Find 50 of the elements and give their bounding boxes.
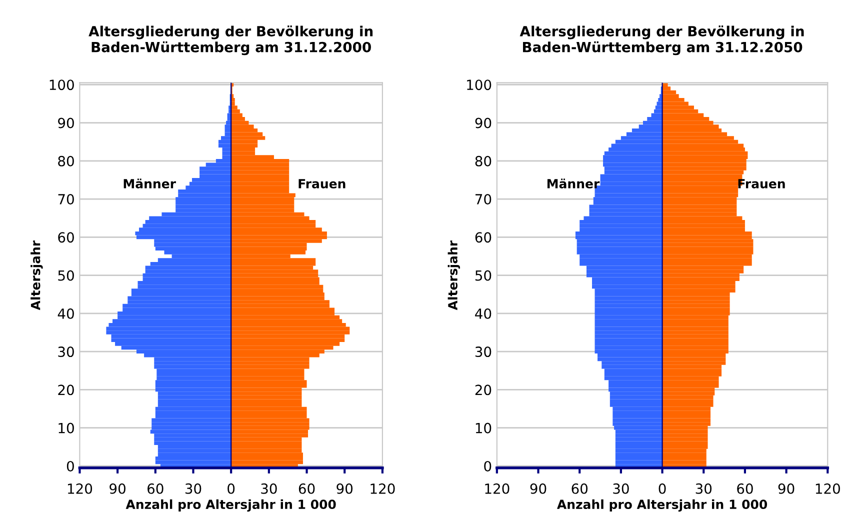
y-tick-label: 20 xyxy=(475,384,492,396)
x-tick-label: 30 xyxy=(613,483,629,494)
x-axis-title: Anzahl pro Altersjahr in 1 000 xyxy=(126,499,336,512)
x-tick-label: 60 xyxy=(572,483,588,494)
x-tick-label: 90 xyxy=(336,483,353,494)
y-tick-label: 20 xyxy=(58,384,74,396)
series-label: Frauen xyxy=(738,179,785,188)
series-label: Männer xyxy=(124,178,176,188)
x-tick-label: 90 xyxy=(110,483,126,494)
y-tick-label: 90 xyxy=(475,118,492,128)
x-tick-label: 120 xyxy=(370,483,395,494)
x-tick-label: 90 xyxy=(778,483,794,494)
y-tick-label: 0 xyxy=(66,460,74,472)
x-tick-label: 30 xyxy=(261,483,277,494)
x-tick-label: 120 xyxy=(816,483,840,494)
x-tick-label: 30 xyxy=(185,483,202,494)
x-tick-label: 60 xyxy=(737,483,753,494)
y-tick-label: 60 xyxy=(475,232,492,243)
y-axis-title: Altersjahr xyxy=(448,240,460,310)
x-tick-label: 120 xyxy=(485,483,510,494)
y-tick-label: 50 xyxy=(475,270,492,281)
y-tick-label: 80 xyxy=(475,156,492,166)
y-tick-label: 40 xyxy=(58,308,74,319)
x-tick-label: 120 xyxy=(68,483,92,494)
y-tick-label: 90 xyxy=(58,118,74,128)
x-tick-label: 90 xyxy=(530,483,546,494)
x-tick-label: 0 xyxy=(228,483,235,494)
y-tick-label: 10 xyxy=(58,422,74,434)
y-tick-label: 60 xyxy=(58,232,74,243)
y-axis-title: Altersjahr xyxy=(30,240,43,310)
x-tick-label: 60 xyxy=(298,483,315,494)
x-axis-title: Anzahl pro Altersjahr in 1 000 xyxy=(557,499,768,512)
y-tick-label: 50 xyxy=(58,270,74,281)
chart-title: Altersgliederung der Bevölkerung in Baden-Württemberg am 31.12.2000 xyxy=(88,26,373,56)
y-tick-label: 70 xyxy=(58,194,74,205)
x-tick-label: 60 xyxy=(148,483,164,494)
y-tick-label: 70 xyxy=(476,194,492,205)
series-label: Männer xyxy=(547,178,600,188)
y-tick-label: 10 xyxy=(476,422,492,434)
series-label: Frauen xyxy=(298,179,346,188)
y-tick-label: 40 xyxy=(475,308,492,319)
y-tick-label: 30 xyxy=(58,346,74,358)
y-tick-label: 100 xyxy=(467,80,492,90)
y-tick-label: 100 xyxy=(50,80,74,90)
y-tick-label: 0 xyxy=(484,460,492,472)
chart-title: Altersgliederung der Bevölkerung in Baden-Württemberg am 31.12.2050 xyxy=(520,26,804,56)
x-tick-label: 30 xyxy=(696,483,712,494)
y-tick-label: 30 xyxy=(475,346,492,358)
y-tick-label: 80 xyxy=(58,156,74,166)
x-tick-label: 0 xyxy=(658,483,666,494)
